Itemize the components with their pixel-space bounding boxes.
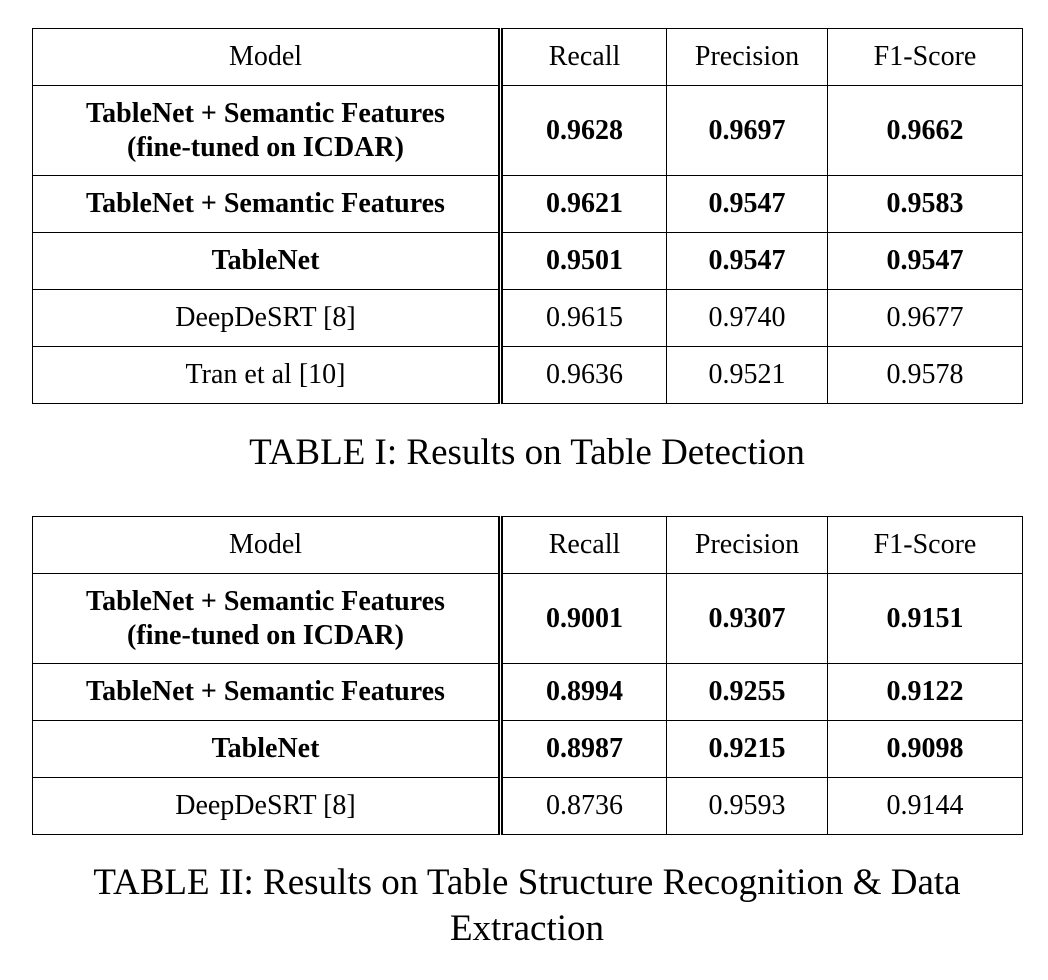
table-caption: TABLE II: Results on Table Structure Rec… — [32, 860, 1022, 952]
table-row: TableNet + Semantic Features (fine-tuned… — [32, 85, 1023, 176]
f1-cell: 0.9144 — [827, 777, 1023, 835]
f1-cell: 0.9583 — [827, 175, 1023, 233]
precision-cell: 0.9593 — [666, 777, 828, 835]
table-caption-line: Extraction — [449, 908, 605, 949]
precision-cell: 0.9255 — [666, 663, 828, 721]
model-cell: TableNet + Semantic Features — [32, 663, 503, 721]
model-name: TableNet + Semantic Features — [86, 97, 445, 129]
f1-cell: 0.9547 — [827, 232, 1023, 290]
recall-cell: 0.8987 — [500, 720, 667, 778]
table-row: TableNet + Semantic Features (fine-tuned… — [32, 573, 1023, 664]
header-precision: Precision — [666, 28, 828, 86]
table-header-row: Model Recall Precision F1-Score — [32, 516, 1023, 574]
model-cell: TableNet + Semantic Features — [32, 175, 503, 233]
header-recall: Recall — [500, 516, 667, 574]
model-name-detail: (fine-tuned on ICDAR) — [127, 619, 404, 651]
header-recall: Recall — [500, 28, 667, 86]
table-structure-results: Model Recall Precision F1-Score TableNet… — [32, 516, 1023, 835]
model-cell: Tran et al [10] — [32, 346, 503, 404]
recall-cell: 0.9501 — [500, 232, 667, 290]
table-row: DeepDeSRT [8] 0.8736 0.9593 0.9144 — [32, 777, 1023, 835]
model-cell: DeepDeSRT [8] — [32, 289, 503, 347]
table-header-row: Model Recall Precision F1-Score — [32, 28, 1023, 86]
model-cell: TableNet — [32, 232, 503, 290]
f1-cell: 0.9151 — [827, 573, 1023, 664]
model-cell: TableNet + Semantic Features (fine-tuned… — [32, 85, 503, 176]
table-row: TableNet 0.9501 0.9547 0.9547 — [32, 232, 1023, 290]
table-caption-line: TABLE II: Results on Table Structure Rec… — [93, 862, 961, 903]
recall-cell: 0.8994 — [500, 663, 667, 721]
f1-cell: 0.9122 — [827, 663, 1023, 721]
precision-cell: 0.9547 — [666, 232, 828, 290]
f1-cell: 0.9677 — [827, 289, 1023, 347]
precision-cell: 0.9740 — [666, 289, 828, 347]
table-row: DeepDeSRT [8] 0.9615 0.9740 0.9677 — [32, 289, 1023, 347]
table-detection-results: Model Recall Precision F1-Score TableNet… — [32, 28, 1023, 404]
header-f1-score: F1-Score — [827, 516, 1023, 574]
model-name-detail: (fine-tuned on ICDAR) — [127, 131, 404, 163]
table-row: TableNet + Semantic Features 0.8994 0.92… — [32, 663, 1023, 721]
f1-cell: 0.9662 — [827, 85, 1023, 176]
header-f1-score: F1-Score — [827, 28, 1023, 86]
precision-cell: 0.9215 — [666, 720, 828, 778]
model-cell: TableNet — [32, 720, 503, 778]
recall-cell: 0.9636 — [500, 346, 667, 404]
header-model: Model — [32, 516, 503, 574]
precision-cell: 0.9521 — [666, 346, 828, 404]
recall-cell: 0.9628 — [500, 85, 667, 176]
model-name: TableNet + Semantic Features — [86, 585, 445, 617]
f1-cell: 0.9578 — [827, 346, 1023, 404]
results-table: Model Recall Precision F1-Score TableNet… — [32, 516, 1023, 835]
recall-cell: 0.9621 — [500, 175, 667, 233]
recall-cell: 0.9001 — [500, 573, 667, 664]
recall-cell: 0.9615 — [500, 289, 667, 347]
model-cell: DeepDeSRT [8] — [32, 777, 503, 835]
header-precision: Precision — [666, 516, 828, 574]
header-model: Model — [32, 28, 503, 86]
precision-cell: 0.9307 — [666, 573, 828, 664]
table-row: TableNet + Semantic Features 0.9621 0.95… — [32, 175, 1023, 233]
precision-cell: 0.9547 — [666, 175, 828, 233]
f1-cell: 0.9098 — [827, 720, 1023, 778]
precision-cell: 0.9697 — [666, 85, 828, 176]
recall-cell: 0.8736 — [500, 777, 667, 835]
results-table: Model Recall Precision F1-Score TableNet… — [32, 28, 1023, 404]
table-row: TableNet 0.8987 0.9215 0.9098 — [32, 720, 1023, 778]
table-row: Tran et al [10] 0.9636 0.9521 0.9578 — [32, 346, 1023, 404]
table-caption: TABLE I: Results on Table Detection — [249, 432, 805, 473]
model-cell: TableNet + Semantic Features (fine-tuned… — [32, 573, 503, 664]
